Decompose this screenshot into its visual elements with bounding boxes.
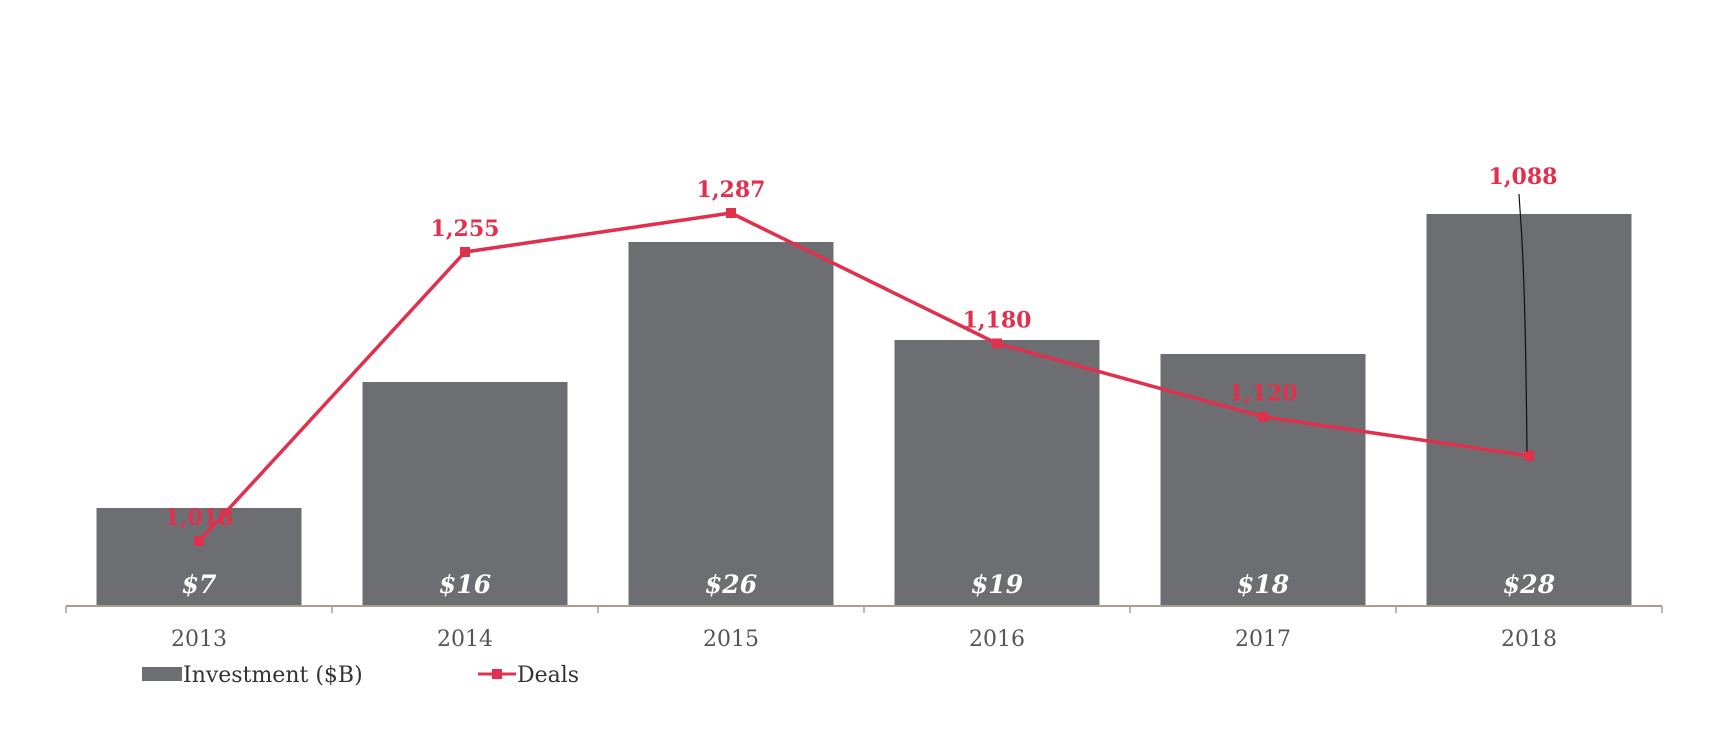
x-axis	[65, 605, 1663, 613]
deals-leader-line-2018	[1518, 193, 1528, 452]
deals-marker-2014	[460, 247, 470, 257]
legend-swatch-investment	[142, 667, 182, 681]
deals-value-label-2014: 1,255	[431, 216, 500, 242]
bar-value-label-2013: $7	[182, 570, 217, 599]
x-tick-label-2018: 2018	[1501, 627, 1557, 652]
bar-value-label-2014: $16	[439, 570, 491, 599]
bar-labels-layer: $7 $16 $26 $19 $18 $28	[182, 570, 1555, 599]
deal-labels-layer: 1,018 1,255 1,287 1,180 1,120 1,088	[165, 164, 1558, 531]
deals-marker-2015	[726, 208, 736, 218]
legend-label-investment: Investment ($B)	[183, 663, 363, 688]
deals-marker-2016	[992, 338, 1002, 349]
bar-2017	[1160, 354, 1366, 606]
bar-value-label-2018: $28	[1503, 570, 1555, 599]
deals-marker-2017	[1258, 411, 1268, 422]
deals-value-label-2013: 1,018	[165, 505, 234, 531]
deals-marker-2013	[194, 536, 204, 547]
bar-2013	[96, 508, 302, 606]
bar-value-label-2015: $26	[705, 570, 757, 599]
legend: Investment ($B) Deals	[142, 663, 579, 688]
bar-2014	[362, 382, 568, 606]
legend-label-deals: Deals	[517, 663, 579, 688]
bar-2018	[1426, 214, 1632, 606]
deals-value-label-2017: 1,120	[1229, 381, 1298, 407]
x-tick-label-2016: 2016	[969, 627, 1025, 652]
deals-value-label-2015: 1,287	[697, 177, 766, 203]
x-tick-label-2017: 2017	[1235, 627, 1291, 652]
deals-value-label-2016: 1,180	[963, 308, 1032, 334]
bar-value-label-2017: $18	[1237, 570, 1289, 599]
x-tick-labels: 2013 2014 2015 2016 2017 2018	[171, 627, 1557, 652]
deals-marker-2018	[1524, 450, 1534, 461]
legend-swatch-deals-marker	[492, 669, 502, 679]
x-tick-label-2014: 2014	[437, 627, 493, 652]
deals-line-layer	[194, 208, 1534, 547]
x-tick-label-2015: 2015	[703, 627, 759, 652]
bar-2015	[628, 242, 834, 606]
deals-value-label-2018: 1,088	[1489, 164, 1558, 190]
bar-2016	[894, 340, 1100, 606]
deals-line	[197, 211, 1530, 543]
bars-layer	[96, 214, 1632, 606]
x-tick-label-2013: 2013	[171, 627, 227, 652]
bar-value-label-2016: $19	[971, 570, 1023, 599]
